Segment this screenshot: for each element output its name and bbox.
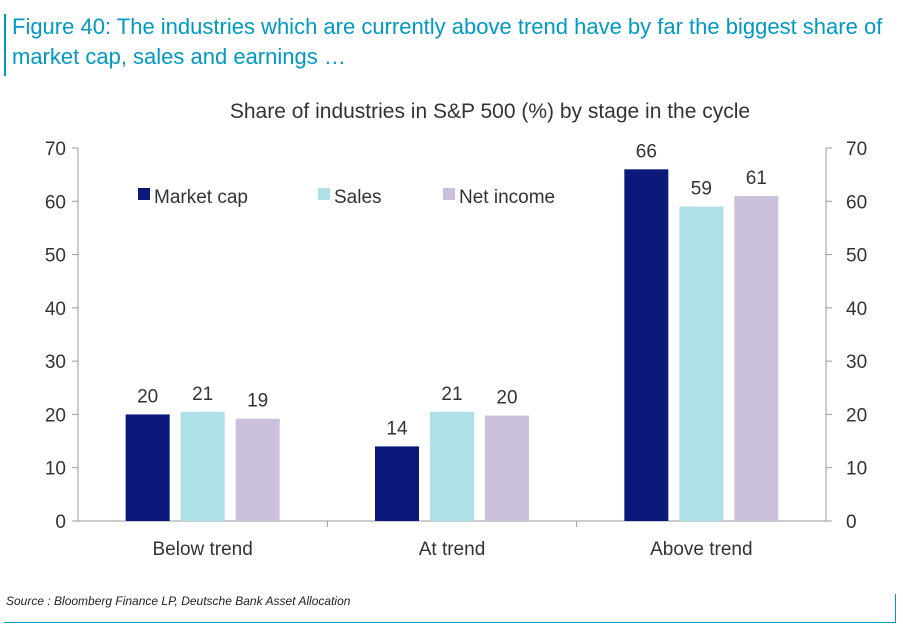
bar xyxy=(125,414,170,521)
source-note: Source : Bloomberg Finance LP, Deutsche … xyxy=(6,594,351,608)
y-tick-label-left: 30 xyxy=(45,352,66,373)
y-tick-label-left: 20 xyxy=(45,405,66,426)
x-tick-label: At trend xyxy=(419,539,486,560)
footer-rule xyxy=(4,622,896,623)
chart-title: Share of industries in S&P 500 (%) by st… xyxy=(230,100,750,123)
y-tick-label-left: 50 xyxy=(45,246,66,267)
data-label: 20 xyxy=(137,386,158,407)
y-tick-label-left: 60 xyxy=(45,192,66,213)
y-tick-label-left: 0 xyxy=(55,512,66,533)
data-label: 20 xyxy=(496,387,517,408)
data-label: 21 xyxy=(441,384,462,405)
x-tick-label: Above trend xyxy=(650,539,752,560)
bar xyxy=(375,446,419,521)
data-label: 19 xyxy=(247,391,268,412)
bar-chart: Share of industries in S&P 500 (%) by st… xyxy=(45,100,867,560)
y-tick-label-right: 10 xyxy=(846,459,867,480)
y-tick-label-right: 30 xyxy=(846,352,867,373)
x-tick-label: Below trend xyxy=(152,539,252,560)
legend-swatch xyxy=(443,188,455,200)
data-label: 14 xyxy=(386,418,408,439)
y-tick-label-right: 40 xyxy=(846,299,867,320)
y-tick-label-left: 40 xyxy=(45,299,66,320)
y-tick-label-right: 0 xyxy=(846,512,857,533)
y-tick-label-right: 70 xyxy=(846,139,867,160)
y-tick-label-right: 20 xyxy=(846,405,867,426)
bar xyxy=(624,169,669,522)
y-tick-label-left: 10 xyxy=(45,459,66,480)
y-tick-label-right: 60 xyxy=(846,192,867,213)
legend-swatch xyxy=(318,188,330,200)
legend-swatch xyxy=(138,188,150,200)
data-label: 66 xyxy=(636,141,657,162)
legend-label: Market cap xyxy=(154,187,248,208)
figure-title: Figure 40: The industries which are curr… xyxy=(12,14,883,69)
bar xyxy=(485,415,529,521)
data-label: 61 xyxy=(746,168,767,189)
y-tick-label-left: 70 xyxy=(45,139,66,160)
bar xyxy=(180,411,225,521)
bar xyxy=(430,411,474,521)
legend-label: Sales xyxy=(334,187,382,208)
footer-corner-rule xyxy=(895,594,896,623)
legend-label: Net income xyxy=(459,187,555,208)
data-label: 21 xyxy=(192,384,213,405)
bar xyxy=(679,206,724,521)
title-accent-rule xyxy=(4,14,6,76)
data-label: 59 xyxy=(691,179,712,200)
y-tick-label-right: 50 xyxy=(846,246,867,267)
bar xyxy=(235,418,280,521)
bar xyxy=(734,195,779,521)
